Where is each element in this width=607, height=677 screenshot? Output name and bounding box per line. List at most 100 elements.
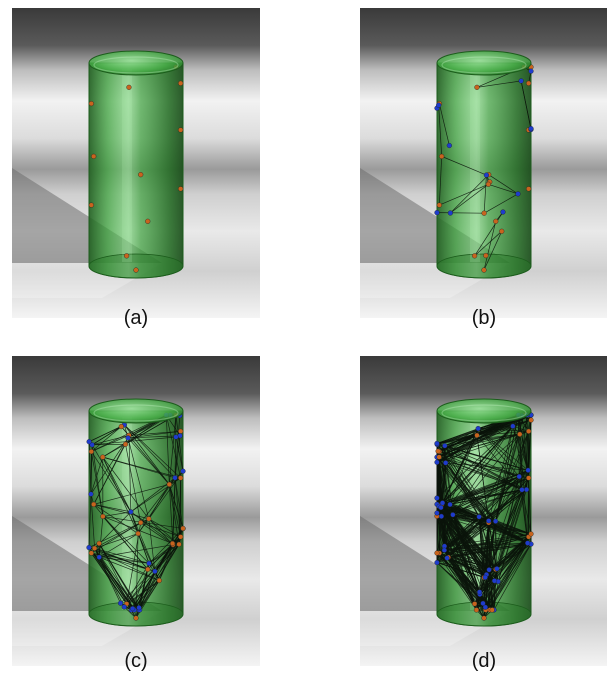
sensor-node <box>434 495 440 501</box>
sensor-node <box>528 68 534 74</box>
network-edge <box>172 477 176 544</box>
network-edge <box>98 516 104 558</box>
network-edge <box>124 544 180 608</box>
sensor-node <box>481 267 487 273</box>
sensor-node <box>180 468 186 474</box>
network-edge <box>436 497 496 522</box>
sensor-node <box>494 566 500 572</box>
sensor-node <box>118 423 124 430</box>
sensor-node <box>166 481 172 487</box>
network-edge <box>474 211 504 257</box>
sensor-node <box>515 191 521 197</box>
sensor-node <box>121 604 127 610</box>
network-edge <box>526 415 529 471</box>
network-edge <box>440 507 528 544</box>
network-edge <box>137 477 176 534</box>
sensor-node <box>100 454 106 460</box>
network-edge <box>91 444 132 513</box>
sensor-node <box>169 540 176 547</box>
sensor-node <box>91 153 97 159</box>
sensor-node <box>126 84 132 90</box>
network-edge <box>98 543 135 611</box>
sensor-node <box>525 540 531 546</box>
sensor-node <box>438 513 445 519</box>
network-edge <box>436 552 495 611</box>
sensor-node <box>178 534 184 540</box>
sensor-node <box>447 501 453 508</box>
sensor-node <box>434 210 440 216</box>
network-edge <box>440 507 477 611</box>
network-edge <box>478 434 521 517</box>
sensor-node <box>526 80 532 86</box>
network-edge <box>174 477 184 529</box>
network-edge <box>88 547 137 619</box>
network-edge <box>88 494 92 548</box>
sensor-node <box>516 473 522 480</box>
sensor-node <box>528 417 534 423</box>
sensor-node <box>474 432 480 438</box>
sensor-node <box>493 518 499 524</box>
sensor-node <box>100 513 106 520</box>
sensor-node <box>476 589 483 595</box>
network-edge <box>446 557 490 571</box>
network-edge <box>98 543 140 608</box>
sensor-node <box>443 460 449 466</box>
network-edge <box>130 511 180 545</box>
sensor-node <box>489 607 495 613</box>
network-edge <box>140 522 181 538</box>
network-edge <box>102 456 176 479</box>
network-edge <box>495 520 528 544</box>
network-edge <box>130 511 173 544</box>
sensor-node <box>146 516 152 522</box>
sensor-node <box>491 578 498 584</box>
network-edge <box>444 489 523 551</box>
network-edge <box>444 546 486 611</box>
sensor-node <box>117 600 124 606</box>
sensor-node <box>436 202 442 208</box>
network-edge <box>165 415 170 485</box>
network-edge <box>493 568 498 610</box>
caption-c: (c) <box>124 650 148 672</box>
sensor-node <box>439 500 446 506</box>
network-edge <box>493 581 499 610</box>
network-edge <box>450 174 489 214</box>
caption-d: (d) <box>471 650 497 672</box>
network-edge <box>148 528 184 564</box>
panel-c <box>12 356 260 666</box>
network-edge <box>438 425 514 507</box>
network-edge <box>485 543 532 608</box>
sensor-node <box>172 475 178 481</box>
sensor-node <box>96 540 102 546</box>
network-edge <box>439 489 523 507</box>
sensor-node <box>136 605 142 611</box>
sensor-node <box>486 518 492 524</box>
sensor-node <box>145 218 151 224</box>
network-edge <box>496 489 523 569</box>
network-edge <box>489 542 528 611</box>
cylinder-body <box>88 62 184 279</box>
network-edge <box>495 426 514 522</box>
network-edge <box>495 520 532 535</box>
network-edge <box>436 445 446 514</box>
sensor-node <box>523 487 530 493</box>
sensor-node <box>485 181 491 187</box>
sensor-node <box>88 100 94 107</box>
network-edge <box>172 528 184 544</box>
sensor-node <box>481 615 487 621</box>
network-edge <box>91 444 104 517</box>
network-edge <box>124 424 170 485</box>
network-edge <box>92 436 176 446</box>
network-edge <box>495 414 519 522</box>
network-edge <box>120 544 180 604</box>
sensor-node <box>145 566 151 572</box>
network-edge <box>495 521 498 569</box>
network-edge <box>174 415 181 478</box>
network-edge <box>512 426 527 490</box>
network-edge <box>148 544 180 564</box>
sensor-node <box>439 153 445 159</box>
network-edge <box>483 231 503 271</box>
sensor-node <box>475 425 481 432</box>
sensor-node <box>528 126 534 132</box>
network-edge <box>92 435 130 446</box>
sensor-node <box>178 475 184 481</box>
